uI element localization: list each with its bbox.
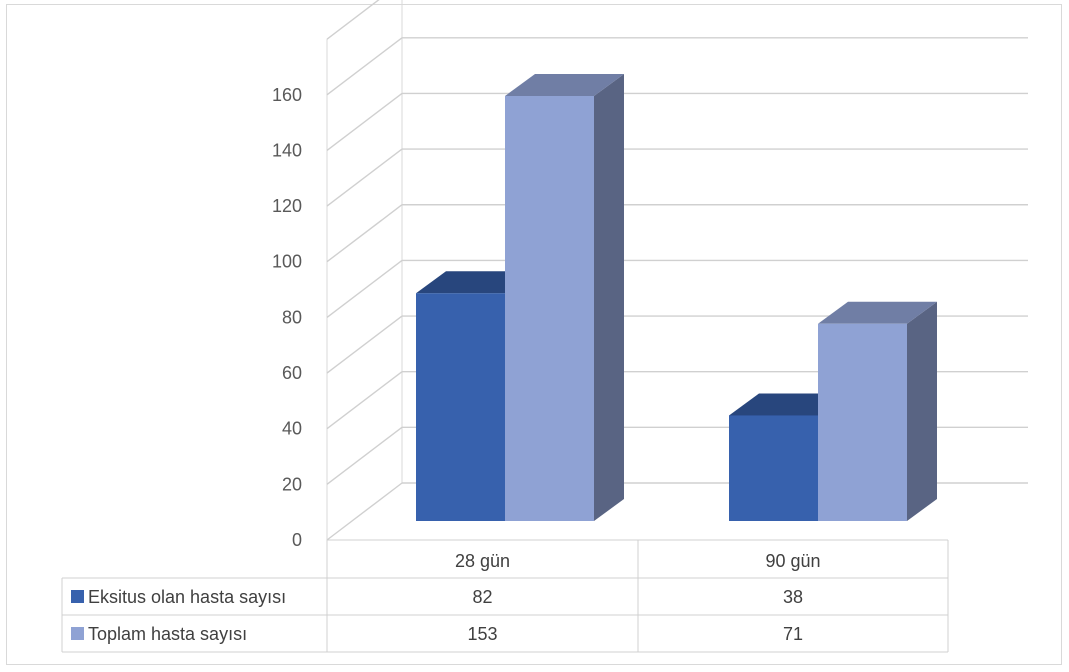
gridline-side <box>326 482 403 541</box>
y-tick-label: 60 <box>282 363 302 383</box>
gridline-side <box>326 315 403 374</box>
gridline-side <box>326 92 403 151</box>
bar-side <box>907 301 937 521</box>
category-label: 90 gün <box>765 551 820 571</box>
bar-side <box>594 74 624 521</box>
gridline-side <box>326 371 403 430</box>
series-name: Toplam hasta sayısı <box>88 624 247 644</box>
gridline-side <box>326 259 403 318</box>
bar-top <box>505 74 624 96</box>
bar <box>729 415 818 521</box>
bar <box>416 293 505 521</box>
table-value: 38 <box>783 587 803 607</box>
table-value: 71 <box>783 624 803 644</box>
y-tick-label: 20 <box>282 474 302 494</box>
series-name: Eksitus olan hasta sayısı <box>88 587 286 607</box>
bars <box>416 74 937 521</box>
y-tick-label: 140 <box>272 140 302 160</box>
y-tick-label: 0 <box>292 530 302 550</box>
category-label: 28 gün <box>455 551 510 571</box>
bar-top <box>818 301 937 324</box>
gridline-side <box>326 37 403 96</box>
legend-swatch <box>71 590 84 603</box>
y-tick-label: 160 <box>272 85 302 105</box>
bar <box>818 323 907 521</box>
y-tick-label: 80 <box>282 307 302 327</box>
gridline-side <box>326 204 403 263</box>
gridline-side <box>326 0 380 40</box>
gridline-side <box>326 426 403 485</box>
y-tick-label: 40 <box>282 419 302 439</box>
table-value: 153 <box>467 624 497 644</box>
legend-swatch <box>71 627 84 640</box>
chart-walls <box>326 0 403 540</box>
gridline-side <box>326 148 403 207</box>
y-axis: 0 20 40 60 80 100 120 140 160 <box>272 85 302 550</box>
data-table: 28 gün 90 gün Eksitus olan hasta sayısı 82 3… <box>61 539 949 653</box>
table-value: 82 <box>472 587 492 607</box>
bar <box>505 96 594 521</box>
y-tick-label: 120 <box>272 196 302 216</box>
y-tick-label: 100 <box>272 252 302 272</box>
